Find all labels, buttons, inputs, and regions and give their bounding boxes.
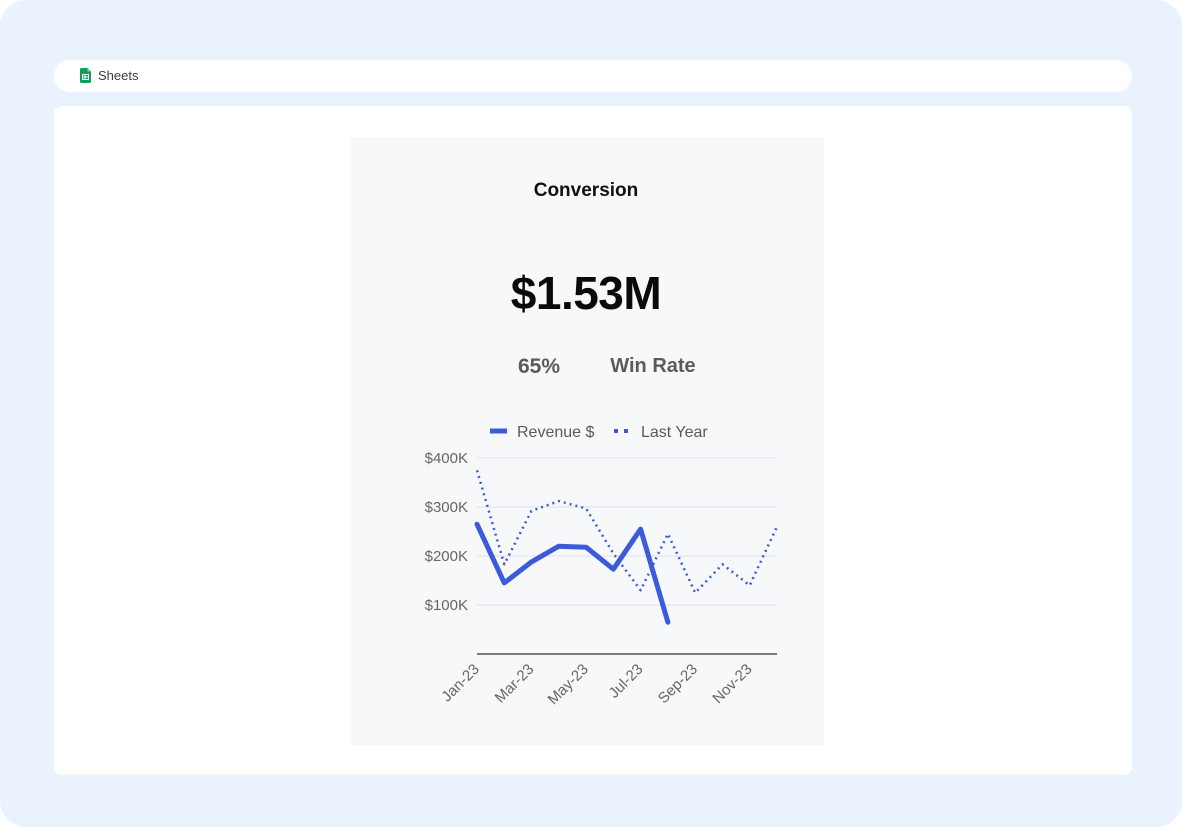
y-tick-label: $200K — [425, 548, 468, 565]
series-line-last-year — [475, 469, 779, 595]
win-rate-label: Win Rate — [610, 355, 696, 377]
legend-label-revenue: Revenue $ — [517, 424, 594, 441]
card-title: Conversion — [533, 180, 639, 201]
x-tick-label: May-23 — [545, 661, 592, 708]
y-tick-label: $100K — [425, 597, 468, 614]
y-tick-label: $400K — [425, 450, 468, 467]
x-tick-label: Jul-23 — [606, 661, 647, 702]
app-name: Sheets — [98, 68, 139, 83]
win-rate-value: 65% — [517, 355, 561, 378]
google-sheets-icon[interactable] — [80, 68, 91, 83]
x-tick-label: Sep-23 — [655, 661, 701, 707]
title-bar: Sheets — [54, 60, 1132, 92]
x-tick-label: Jan-23 — [438, 661, 482, 705]
y-tick-label: $300K — [425, 499, 468, 516]
chart-card[interactable] — [351, 137, 824, 745]
series-line-revenue — [474, 521, 671, 625]
legend-label-last-year: Last Year — [641, 424, 708, 441]
kpi-value: $1.53M — [510, 267, 662, 319]
line-chart: $100K $200K $300K $400K Jan-23 Mar-23 May-23 Ju… — [425, 424, 779, 708]
x-tick-label: Mar-23 — [492, 661, 538, 707]
x-tick-label: Nov-23 — [709, 661, 755, 707]
